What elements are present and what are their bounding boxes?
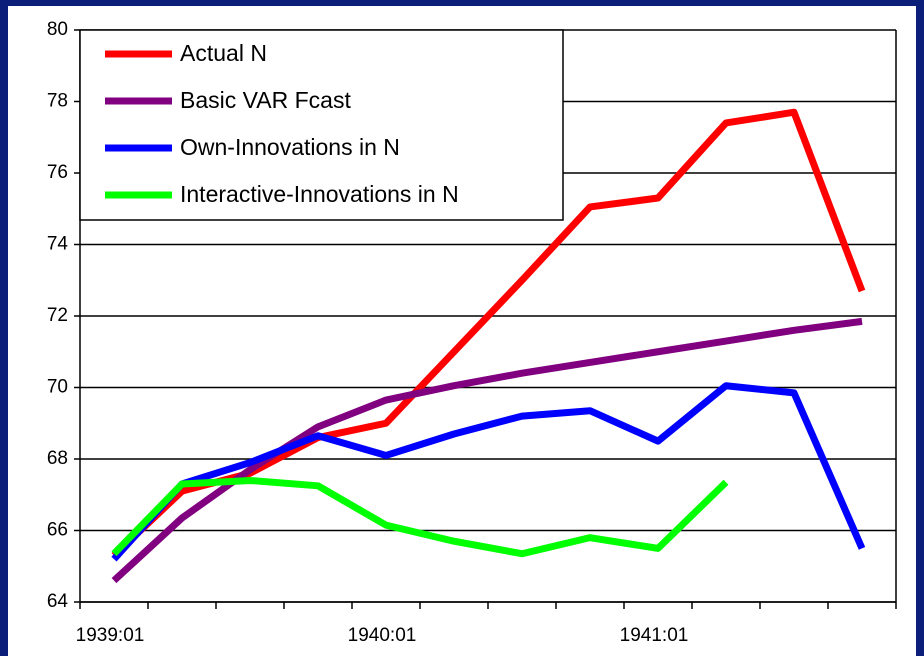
y-tick-label: 72 — [47, 305, 68, 326]
legend-box — [79, 29, 564, 221]
x-tick-label: 1940:01 — [348, 625, 417, 646]
y-tick-label: 74 — [47, 234, 69, 255]
y-tick-label: 76 — [47, 162, 68, 183]
legend-label: Interactive-Innovations in N — [180, 181, 459, 207]
y-tick-label: 80 — [47, 19, 68, 40]
legend-label: Actual N — [180, 40, 267, 66]
x-tick-label: 1939:01 — [76, 625, 145, 646]
legend-label: Basic VAR Fcast — [180, 87, 351, 113]
y-tick-label: 64 — [47, 591, 69, 612]
y-tick-label: 66 — [47, 520, 68, 541]
y-tick-label: 70 — [47, 377, 68, 398]
series-line — [111, 476, 729, 558]
legend-label: Own-Innovations in N — [180, 134, 400, 160]
x-tick-label: 1941:01 — [620, 625, 689, 646]
y-tick-label: 68 — [47, 448, 68, 469]
y-tick-label: 78 — [47, 91, 68, 112]
series-line — [111, 382, 866, 562]
